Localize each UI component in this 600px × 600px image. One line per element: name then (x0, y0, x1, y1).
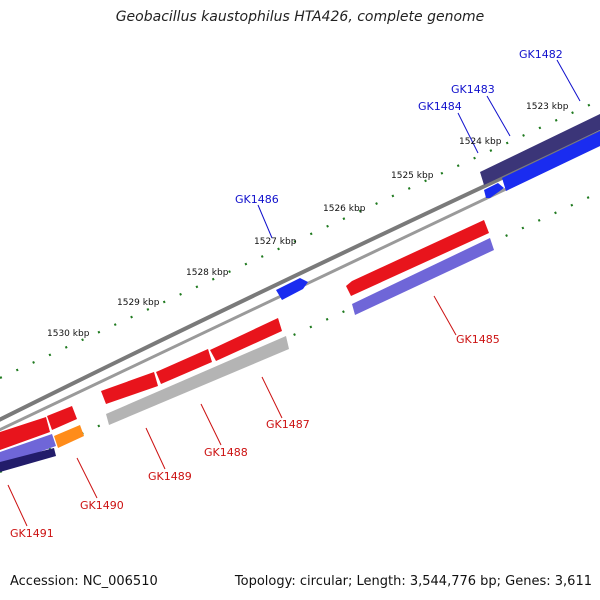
scale-label-1528: 1528 kbp (186, 268, 229, 278)
gene-gk1487-arrow (210, 318, 282, 361)
gene-gk1487-lower-arrow (106, 336, 289, 425)
gene-gk1491-arrow (0, 417, 50, 450)
scale-label-1530: 1530 kbp (47, 329, 90, 339)
gene-label-gk1487: GK1487 (266, 418, 310, 431)
gene-label-gk1490: GK1490 (80, 499, 124, 512)
scale-label-1527: 1527 kbp (254, 237, 297, 247)
gene-gk1482-arrow (480, 114, 600, 185)
gene-gk1490-arrow (47, 406, 77, 430)
leader-gk1484 (457, 112, 479, 154)
gene-label-gk1486: GK1486 (235, 193, 279, 206)
leader-gk1489 (145, 427, 166, 470)
scale-label-1524: 1524 kbp (459, 137, 502, 147)
gene-label-gk1489: GK1489 (148, 470, 192, 483)
leader-gk1490 (76, 457, 98, 499)
outer-scale-ticks (0, 99, 600, 379)
gene-label-gk1484: GK1484 (418, 100, 462, 113)
gene-label-gk1482: GK1482 (519, 48, 563, 61)
gene-gk1491-lower-arrow (0, 434, 56, 466)
gene-gk1483-arrow (502, 131, 600, 191)
map-title: Geobacillus kaustophilus HTA426, complet… (115, 9, 485, 25)
genome-summary: Topology: circular; Length: 3,544,776 bp… (234, 574, 592, 589)
scale-label-1525: 1525 kbp (391, 171, 434, 181)
scale-label-1529: 1529 kbp (117, 298, 160, 308)
leader-gk1486 (257, 204, 273, 239)
genome-backbone-outer (0, 130, 600, 422)
leader-gk1483 (486, 95, 511, 137)
gene-gk1490-lower-arrow (54, 425, 84, 448)
leader-gk1488 (200, 403, 222, 446)
accession-label: Accession: NC_006510 (10, 574, 158, 589)
leader-gk1491 (7, 484, 28, 527)
gene-gk1488-arrow (156, 349, 212, 384)
scale-label-1526: 1526 kbp (323, 204, 366, 214)
scale-label-1523: 1523 kbp (526, 102, 569, 112)
gene-gk1484-arrow (484, 183, 504, 198)
leader-gk1485 (433, 295, 457, 336)
gene-label-gk1485: GK1485 (456, 333, 500, 346)
gene-gk1485-lower-arrow (352, 238, 494, 315)
gene-label-gk1483: GK1483 (451, 83, 495, 96)
leader-gk1487 (261, 376, 283, 419)
gene-label-gk1488: GK1488 (204, 446, 248, 459)
gene-gk1489-arrow (101, 372, 158, 404)
gene-gk1485-arrow (346, 220, 489, 296)
gene-label-gk1491: GK1491 (10, 527, 54, 540)
gene-navy-lower-arrow (0, 448, 56, 472)
gene-gk1486-arrow (276, 278, 308, 300)
leader-gk1482 (556, 59, 581, 102)
